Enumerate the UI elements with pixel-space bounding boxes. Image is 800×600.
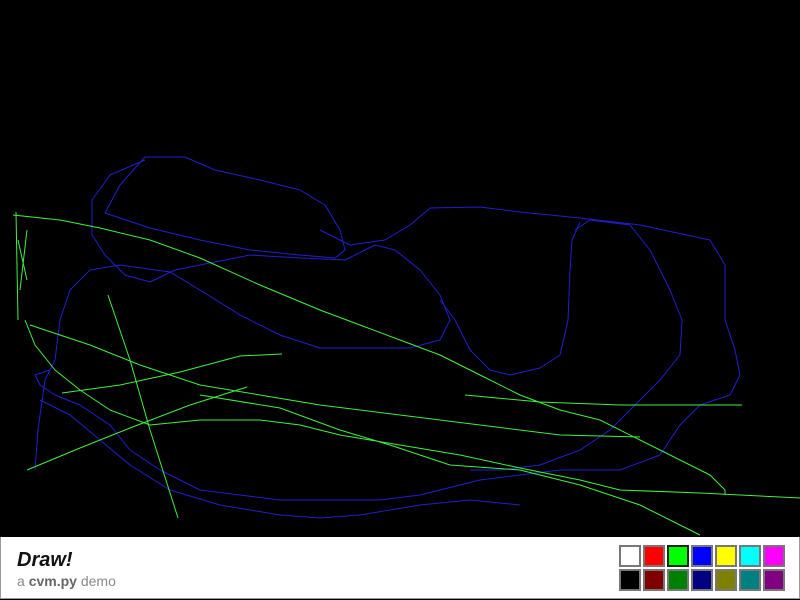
brand-name: cvm.py [28, 573, 77, 589]
drawn-stroke [26, 386, 248, 471]
color-swatch[interactable] [763, 545, 785, 567]
color-swatch[interactable] [643, 545, 665, 567]
drawn-stroke [34, 159, 451, 471]
drawing-canvas[interactable] [0, 0, 800, 537]
drawn-stroke [61, 353, 283, 394]
drawn-stroke [34, 206, 741, 501]
color-swatch[interactable] [667, 545, 689, 567]
drawn-stroke [439, 221, 581, 376]
drawn-stroke [470, 219, 683, 471]
color-swatch[interactable] [619, 545, 641, 567]
color-swatch[interactable] [739, 545, 761, 567]
drawn-stroke [24, 319, 800, 499]
app-subtitle: a cvm.py demo [17, 573, 116, 589]
color-swatch[interactable] [739, 569, 761, 591]
footer-bar: Draw! a cvm.py demo [0, 537, 800, 599]
drawn-stroke [104, 156, 346, 259]
color-swatch[interactable] [715, 569, 737, 591]
color-swatch[interactable] [691, 569, 713, 591]
color-palette [619, 545, 785, 591]
drawn-stroke [12, 214, 726, 495]
color-swatch[interactable] [763, 569, 785, 591]
drawn-stroke [199, 394, 701, 536]
color-swatch[interactable] [715, 545, 737, 567]
drawn-stroke [464, 394, 742, 406]
drawn-stroke [39, 399, 521, 519]
drawn-stroke [19, 229, 28, 291]
color-swatch[interactable] [643, 569, 665, 591]
color-swatch[interactable] [667, 569, 689, 591]
drawn-stroke [29, 324, 641, 438]
app-title: Draw! [17, 549, 73, 571]
color-swatch[interactable] [691, 545, 713, 567]
drawn-stroke [107, 294, 179, 519]
color-swatch[interactable] [619, 569, 641, 591]
drawn-stroke [17, 239, 28, 281]
drawn-stroke [15, 211, 19, 321]
